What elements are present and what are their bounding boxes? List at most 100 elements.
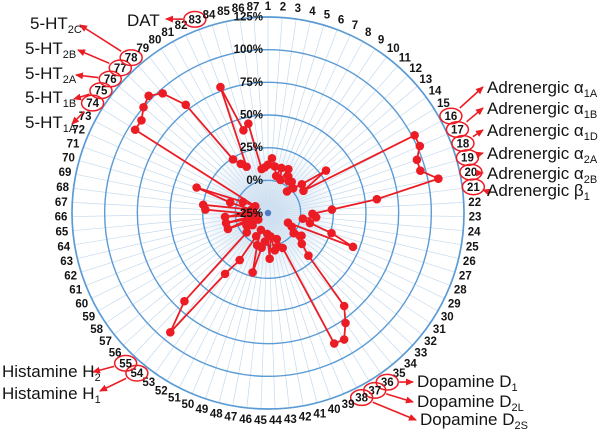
- svg-text:25: 25: [466, 241, 479, 253]
- svg-text:85: 85: [217, 6, 230, 18]
- svg-text:31: 31: [433, 324, 446, 336]
- svg-text:33: 33: [414, 348, 427, 360]
- svg-text:59: 59: [82, 312, 95, 324]
- svg-text:13: 13: [419, 74, 432, 86]
- svg-text:73: 73: [79, 111, 92, 123]
- receptor-label: Adrenergic α1B: [487, 99, 597, 121]
- svg-text:26: 26: [463, 256, 476, 268]
- svg-text:66: 66: [55, 212, 68, 224]
- svg-text:70: 70: [62, 153, 75, 165]
- svg-text:41: 41: [313, 408, 326, 420]
- data-points: [130, 82, 443, 348]
- svg-text:34: 34: [404, 358, 417, 370]
- svg-text:47: 47: [224, 412, 237, 424]
- svg-text:19: 19: [461, 153, 474, 165]
- svg-text:21: 21: [467, 182, 480, 194]
- svg-text:-25%: -25%: [236, 208, 263, 220]
- svg-text:72: 72: [72, 124, 85, 136]
- grid-rings: [71, 16, 465, 410]
- svg-text:24: 24: [468, 227, 481, 239]
- svg-text:50%: 50%: [240, 110, 263, 122]
- svg-text:2: 2: [280, 2, 286, 14]
- svg-text:54: 54: [130, 368, 143, 380]
- svg-text:60: 60: [75, 298, 88, 310]
- svg-text:18: 18: [457, 138, 470, 150]
- ring-labels: -25% 0% 25% 50% 75% 100% 125%: [234, 12, 263, 221]
- svg-text:14: 14: [429, 86, 442, 98]
- svg-text:6: 6: [338, 14, 344, 26]
- svg-text:22: 22: [468, 197, 481, 209]
- svg-text:87: 87: [247, 2, 260, 14]
- receptor-label: Adrenergic α2B: [487, 164, 597, 186]
- svg-text:35: 35: [393, 368, 406, 380]
- receptor-label: Adrenergic α1A: [487, 78, 598, 100]
- receptor-label: Adrenergic α2A: [487, 144, 598, 166]
- svg-text:55: 55: [119, 358, 132, 370]
- svg-text:77: 77: [114, 63, 127, 75]
- axis-number-labels: 1 2 3 4 5 6 7891011121314151617181920212223242…: [55, 1, 486, 427]
- svg-text:8: 8: [365, 27, 372, 39]
- svg-text:27: 27: [459, 271, 472, 283]
- svg-text:36: 36: [381, 377, 394, 389]
- svg-text:51: 51: [168, 393, 181, 405]
- svg-text:76: 76: [104, 74, 117, 86]
- receptor-label: Histamine H1: [2, 384, 101, 406]
- svg-text:53: 53: [142, 377, 155, 389]
- svg-text:69: 69: [59, 167, 72, 179]
- svg-text:1: 1: [265, 1, 272, 13]
- svg-text:71: 71: [67, 138, 80, 150]
- svg-text:37: 37: [368, 385, 381, 397]
- svg-text:15: 15: [437, 98, 450, 110]
- receptor-label: 5-HT1A: [25, 113, 77, 135]
- svg-text:48: 48: [210, 408, 223, 420]
- receptor-label: 5-HT2C: [30, 14, 82, 36]
- svg-text:49: 49: [196, 404, 209, 416]
- receptor-label: Adrenergic α1D: [487, 121, 598, 143]
- receptor-label: Histamine H2: [2, 362, 101, 384]
- svg-text:46: 46: [239, 414, 252, 426]
- svg-text:17: 17: [451, 124, 464, 136]
- svg-text:56: 56: [109, 348, 122, 360]
- svg-text:75: 75: [95, 86, 108, 98]
- receptor-label: Dopamine D1: [417, 372, 518, 394]
- svg-text:75%: 75%: [240, 77, 263, 89]
- svg-text:78: 78: [125, 53, 138, 65]
- receptor-label: Dopamine D2L: [417, 392, 524, 414]
- center-dot: [264, 209, 272, 217]
- svg-text:68: 68: [56, 182, 69, 194]
- svg-text:10: 10: [387, 43, 400, 55]
- svg-text:100%: 100%: [234, 44, 263, 56]
- svg-text:11: 11: [399, 53, 412, 65]
- svg-text:74: 74: [86, 98, 99, 110]
- svg-text:3: 3: [295, 3, 301, 15]
- svg-text:39: 39: [342, 399, 355, 411]
- svg-text:80: 80: [149, 35, 162, 47]
- svg-text:57: 57: [99, 336, 112, 348]
- svg-text:0%: 0%: [246, 175, 263, 187]
- svg-text:43: 43: [284, 414, 297, 426]
- svg-text:58: 58: [90, 324, 103, 336]
- receptor-label: Dopamine D2S: [420, 410, 528, 432]
- svg-text:5: 5: [324, 10, 331, 22]
- svg-text:32: 32: [424, 336, 437, 348]
- callout-arrows: [71, 15, 491, 421]
- svg-text:23: 23: [469, 212, 482, 224]
- svg-text:38: 38: [355, 393, 368, 405]
- receptor-label: 5-HT1B: [25, 88, 76, 110]
- svg-text:28: 28: [454, 285, 467, 297]
- svg-text:50: 50: [182, 399, 195, 411]
- receptor-label: 5-HT2B: [25, 39, 76, 61]
- svg-text:45: 45: [254, 415, 267, 427]
- svg-text:62: 62: [64, 271, 77, 283]
- svg-text:16: 16: [444, 111, 457, 123]
- svg-text:44: 44: [269, 415, 282, 427]
- svg-text:83: 83: [188, 14, 201, 26]
- svg-text:63: 63: [60, 256, 73, 268]
- svg-text:40: 40: [328, 404, 341, 416]
- receptor-label: 5-HT2A: [25, 64, 77, 86]
- svg-text:64: 64: [57, 241, 70, 253]
- svg-text:42: 42: [299, 412, 312, 424]
